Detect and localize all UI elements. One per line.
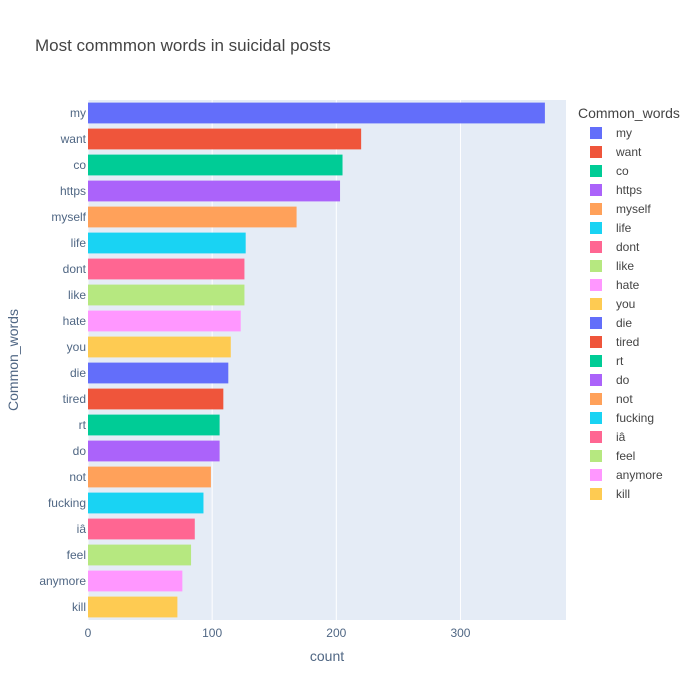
bar-my xyxy=(88,102,545,124)
legend-item-not: not xyxy=(616,392,633,406)
legend-swatch xyxy=(590,184,602,196)
legend-item-hate: hate xyxy=(616,278,640,292)
legend-swatch xyxy=(590,203,602,215)
legend-swatch xyxy=(590,412,602,424)
legend-swatch xyxy=(590,469,602,481)
bar-feel xyxy=(88,544,192,566)
bar-die xyxy=(88,362,229,384)
legend-item-https: https xyxy=(616,183,642,197)
legend-swatch xyxy=(590,336,602,348)
y-tick-label: life xyxy=(71,236,87,250)
legend-item-die: die xyxy=(616,316,632,330)
y-tick-label: myself xyxy=(51,210,86,224)
legend-swatch xyxy=(590,222,602,234)
y-tick-label: tired xyxy=(63,392,86,406)
legend-item-co: co xyxy=(616,164,629,178)
bar-hate xyxy=(88,310,241,332)
legend-item-kill: kill xyxy=(616,487,630,501)
y-tick-label: hate xyxy=(63,314,87,328)
y-tick-labels: my want co https myself life dont like hate you di… xyxy=(39,106,86,614)
legend-swatch xyxy=(590,298,602,310)
legend-swatch xyxy=(590,374,602,386)
y-tick-label: kill xyxy=(72,600,86,614)
x-axis-title: count xyxy=(310,648,344,664)
y-tick-label: iâ xyxy=(77,522,87,536)
bar-tired xyxy=(88,388,224,410)
bar-https xyxy=(88,180,341,202)
bars xyxy=(88,102,545,618)
legend-item-fucking: fucking xyxy=(616,411,654,425)
y-tick-label: feel xyxy=(67,548,86,562)
chart-title: Most commmon words in suicidal posts xyxy=(35,36,331,55)
x-tick-label: 100 xyxy=(202,626,222,640)
y-tick-label: die xyxy=(70,366,86,380)
legend-swatch xyxy=(590,165,602,177)
bar-want xyxy=(88,128,362,150)
legend-item-tired: tired xyxy=(616,335,639,349)
legend-item-my: my xyxy=(616,126,632,140)
legend-item-you: you xyxy=(616,297,635,311)
bar-dont xyxy=(88,258,245,280)
bar-like xyxy=(88,284,245,306)
bar-kill xyxy=(88,596,178,618)
x-tick-label: 0 xyxy=(85,626,92,640)
bar-co xyxy=(88,154,343,176)
legend-swatch xyxy=(590,488,602,500)
plot-background xyxy=(88,100,566,620)
y-tick-label: https xyxy=(60,184,86,198)
y-tick-label: rt xyxy=(79,418,87,432)
legend-swatch xyxy=(590,146,602,158)
x-tick-label: 300 xyxy=(450,626,470,640)
legend-item-rt: rt xyxy=(616,354,624,368)
y-axis-title: Common_words xyxy=(5,309,21,411)
legend-item-iâ: iâ xyxy=(616,430,626,444)
legend-item-life: life xyxy=(616,221,632,235)
bar-myself xyxy=(88,206,297,228)
y-tick-label: like xyxy=(68,288,86,302)
y-tick-label: co xyxy=(73,158,86,172)
bar-life xyxy=(88,232,246,254)
bar-anymore xyxy=(88,570,183,592)
legend-swatch xyxy=(590,260,602,272)
legend-swatch xyxy=(590,279,602,291)
y-tick-label: dont xyxy=(63,262,87,276)
legend-swatch xyxy=(590,127,602,139)
legend-swatch xyxy=(590,241,602,253)
y-tick-label: you xyxy=(67,340,86,354)
y-tick-label: do xyxy=(73,444,87,458)
legend-item-dont: dont xyxy=(616,240,640,254)
bar-iâ xyxy=(88,518,195,540)
y-tick-label: anymore xyxy=(39,574,86,588)
legend-item-feel: feel xyxy=(616,449,635,463)
legend-swatch xyxy=(590,393,602,405)
legend-swatch xyxy=(590,450,602,462)
legend-swatch xyxy=(590,317,602,329)
bar-you xyxy=(88,336,231,358)
legend-item-anymore: anymore xyxy=(616,468,663,482)
legend-title: Common_words xyxy=(578,105,680,121)
bar-fucking xyxy=(88,492,204,514)
legend-item-do: do xyxy=(616,373,630,387)
bar-not xyxy=(88,466,211,488)
x-tick-labels: 0 100 200 300 xyxy=(85,626,471,640)
legend-swatch xyxy=(590,355,602,367)
legend-item-want: want xyxy=(615,145,642,159)
legend-swatch xyxy=(590,431,602,443)
legend: Common_words my want co https myself life dont… xyxy=(578,105,680,501)
y-tick-label: want xyxy=(60,132,87,146)
y-tick-label: fucking xyxy=(48,496,86,510)
bar-rt xyxy=(88,414,220,436)
y-tick-label: not xyxy=(69,470,86,484)
bar-do xyxy=(88,440,220,462)
x-tick-label: 200 xyxy=(326,626,346,640)
legend-item-like: like xyxy=(616,259,634,273)
y-tick-label: my xyxy=(70,106,86,120)
legend-item-myself: myself xyxy=(616,202,651,216)
